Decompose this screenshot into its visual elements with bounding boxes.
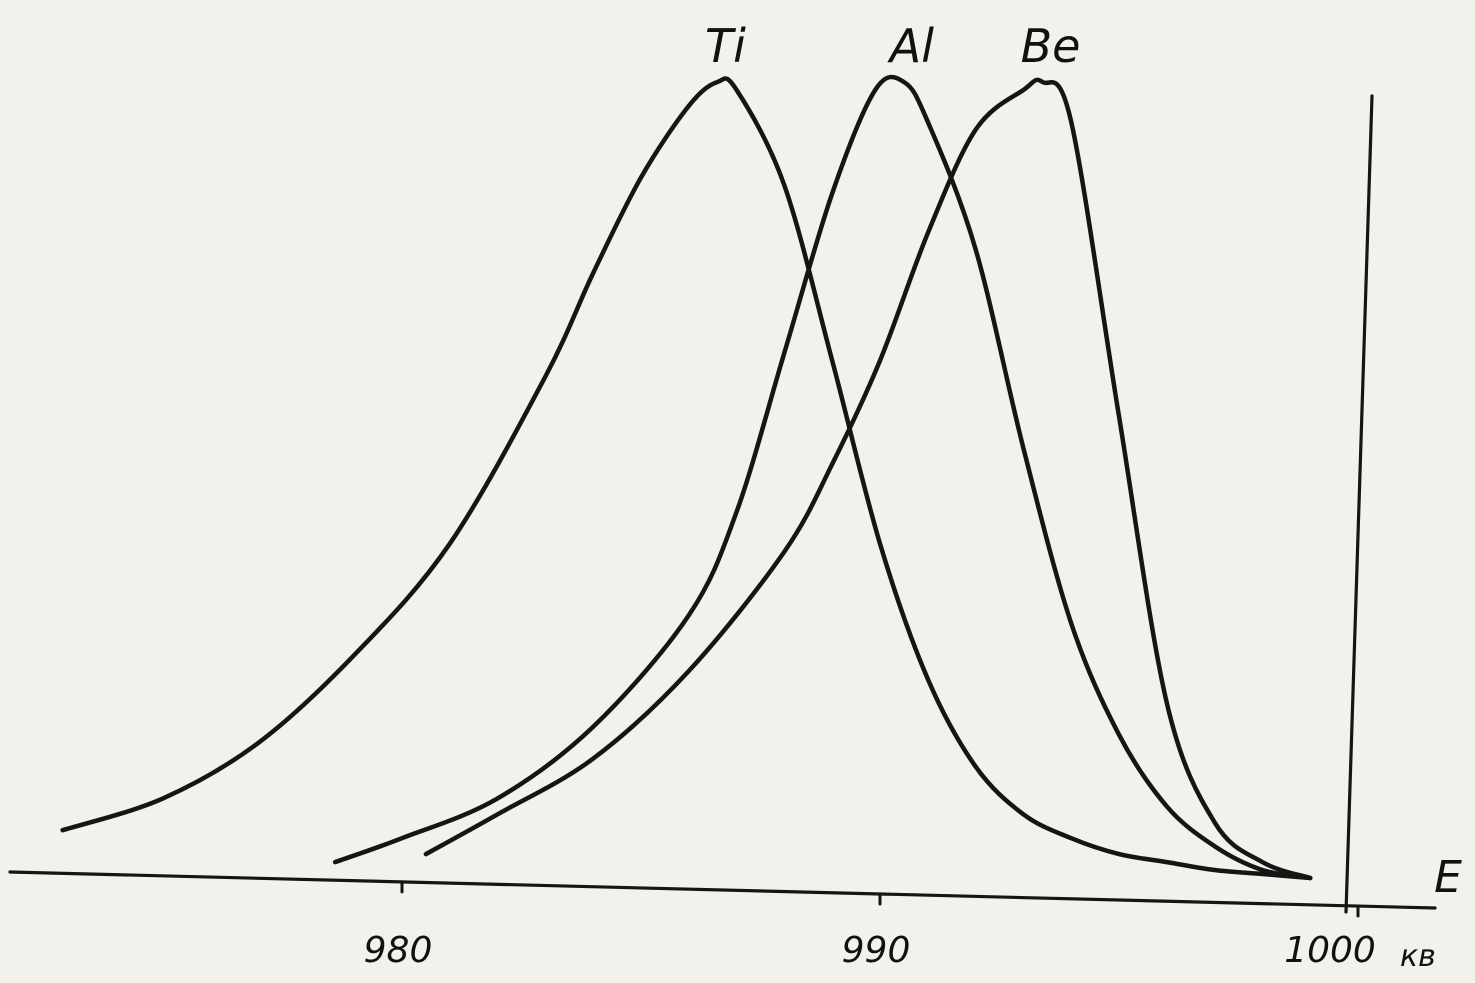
y-axis-line [1344,94,1374,914]
x-unit-label: кв [1400,939,1436,974]
series-be-line [423,77,1313,881]
x-tick-label-990: 990 [842,930,911,971]
series-ti-line [60,76,1313,881]
x-axis-line [8,870,1437,910]
series-al-line [332,74,1313,881]
curves [60,74,1313,881]
series-ti-label: Ti [705,19,746,73]
series-be-label: Be [1021,19,1081,73]
axes [8,94,1437,918]
series-al-label: Al [887,19,934,73]
labels: 980 990 1000 кв E Ti Al Be [364,19,1462,974]
x-tick-label-980: 980 [364,930,433,971]
x-tick-label-1000: 1000 [1284,930,1376,971]
x-axis-label: E [1434,852,1462,903]
